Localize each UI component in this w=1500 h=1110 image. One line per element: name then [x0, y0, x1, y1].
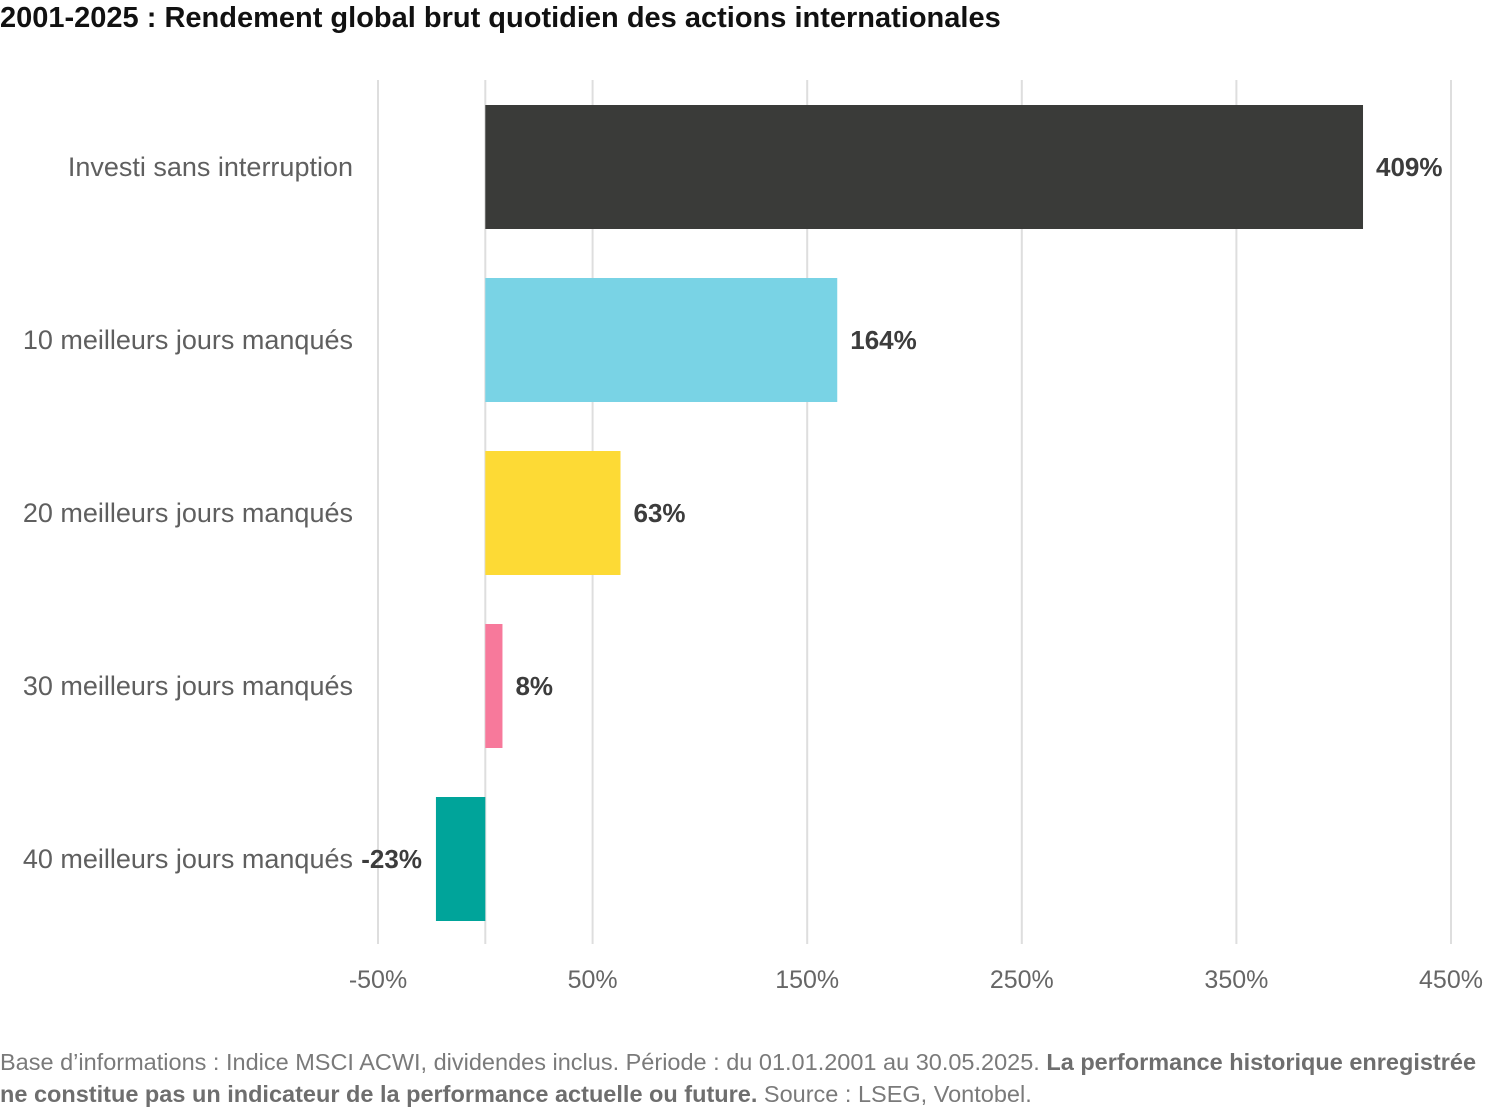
bar: [485, 624, 503, 748]
category-labels: Investi sans interruption 10 meilleurs jo…: [23, 152, 353, 874]
category-label: 40 meilleurs jours manqués: [23, 844, 353, 874]
bars: [435, 105, 1364, 921]
x-tick-label: 150%: [775, 966, 839, 994]
chart-title: 2001-2025 : Rendement global brut quotid…: [0, 2, 1001, 34]
footnote-source: Source : LSEG, Vontobel.: [757, 1081, 1032, 1107]
bar: [435, 797, 486, 921]
x-tick-label: -50%: [349, 966, 407, 994]
category-label: Investi sans interruption: [68, 152, 353, 182]
x-tick-label: 50%: [568, 966, 618, 994]
bar: [485, 105, 1364, 229]
footnote-disclaimer: La performance historique enregistrée ne…: [0, 1049, 1477, 1107]
category-label: 20 meilleurs jours manqués: [23, 498, 353, 528]
data-label: 8%: [515, 671, 553, 701]
footnote-text: Base d’informations : Indice MSCI ACWI, …: [0, 1049, 1047, 1075]
footnote: Base d’informations : Indice MSCI ACWI, …: [0, 1046, 1490, 1110]
data-label: 164%: [850, 325, 917, 355]
bar-chart: Investi sans interruption 10 meilleurs jo…: [23, 80, 1483, 994]
x-tick-label: 450%: [1419, 966, 1483, 994]
data-label: 63%: [633, 498, 685, 528]
bar: [485, 278, 838, 402]
data-label: 409%: [1376, 152, 1443, 182]
x-axis-tick-labels: -50% 50% 150% 250% 350% 450%: [349, 966, 1483, 994]
category-label: 10 meilleurs jours manqués: [23, 325, 353, 355]
category-label: 30 meilleurs jours manqués: [23, 671, 353, 701]
bar: [485, 451, 621, 575]
x-tick-label: 250%: [990, 966, 1054, 994]
data-labels: 409% 164% 63% 8% -23%: [361, 152, 1442, 874]
x-tick-label: 350%: [1204, 966, 1268, 994]
data-label: -23%: [361, 844, 422, 874]
